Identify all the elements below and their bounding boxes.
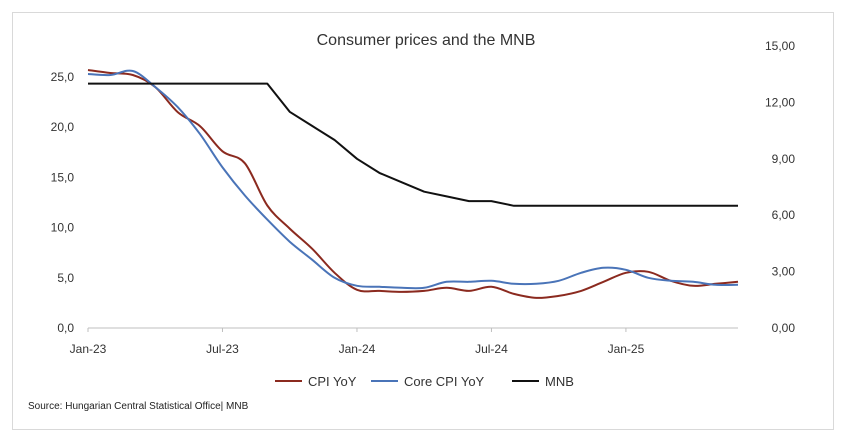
right-axis-tick: 15,00: [765, 39, 795, 53]
right-axis-tick-labels: 0,00 3,00 6,00 9,00 12,00 15,00: [765, 39, 795, 335]
left-axis-tick: 10,0: [51, 221, 75, 235]
legend-label-mnb: MNB: [545, 374, 574, 389]
left-axis-tick-labels: 0,0 5,0 10,0 15,0 20,0 25,0: [51, 70, 75, 335]
source-note: Source: Hungarian Central Statistical Of…: [28, 401, 249, 412]
x-axis-tick: Jan-24: [339, 342, 376, 356]
left-axis-tick: 25,0: [51, 70, 75, 84]
x-axis-tick: Jul-24: [475, 342, 508, 356]
series-lines: [87, 69, 739, 299]
legend: CPI YoY Core CPI YoY MNB: [275, 374, 574, 389]
legend-label-core-cpi-yoy: Core CPI YoY: [404, 374, 485, 389]
left-axis-tick: 20,0: [51, 120, 75, 134]
right-axis-tick: 3,00: [772, 265, 796, 279]
x-axis-tick-labels: Jan-23 Jul-23 Jan-24 Jul-24 Jan-25: [70, 328, 645, 356]
left-axis-tick: 15,0: [51, 170, 75, 184]
series-line-cpi-yoy: [87, 69, 739, 299]
x-axis-tick: Jan-23: [70, 342, 107, 356]
left-axis-tick: 5,0: [57, 271, 74, 285]
right-axis-tick: 9,00: [772, 152, 796, 166]
x-axis-tick: Jul-23: [206, 342, 239, 356]
right-axis-tick: 6,00: [772, 208, 796, 222]
series-line-mnb: [88, 82, 738, 207]
legend-label-cpi-yoy: CPI YoY: [308, 374, 357, 389]
right-axis-tick: 12,00: [765, 95, 795, 109]
x-axis-tick: Jan-25: [608, 342, 645, 356]
series-line-core-cpi-yoy: [87, 69, 739, 290]
left-axis-tick: 0,0: [57, 321, 74, 335]
right-axis-tick: 0,00: [772, 321, 796, 335]
chart-title: Consumer prices and the MNB: [317, 32, 536, 49]
